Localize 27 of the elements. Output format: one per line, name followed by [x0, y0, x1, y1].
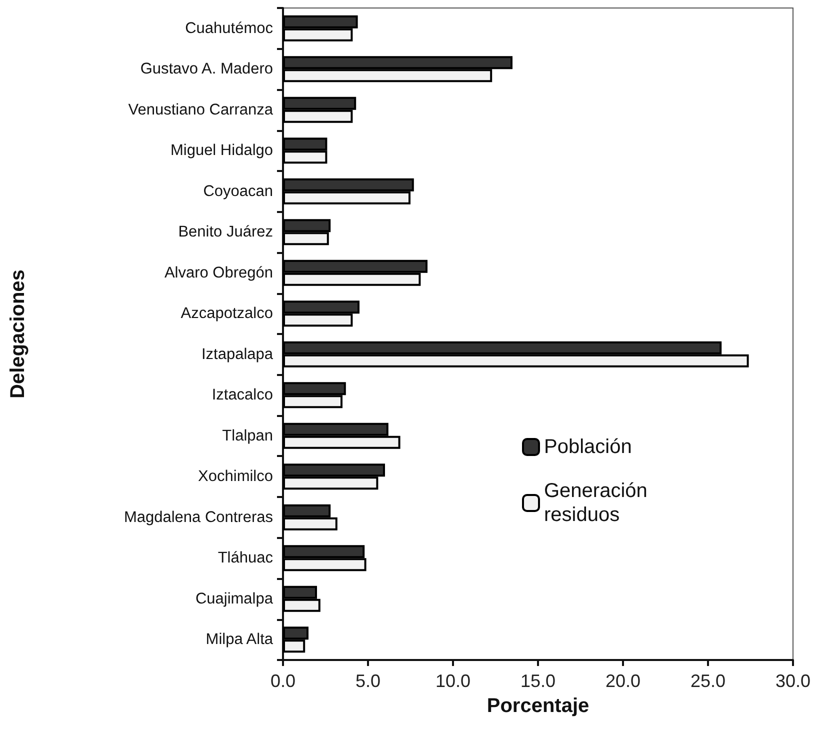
y-tick-label: Tláhuac: [218, 550, 274, 567]
y-tick-label: Magdalena Contreras: [124, 508, 274, 526]
x-tick-label: 20.0: [605, 671, 641, 691]
x-tick-label: 0.0: [270, 671, 296, 691]
x-tick-label: 15.0: [520, 671, 556, 691]
y-tick-label: Cuajimalpa: [195, 590, 274, 608]
x-tick-label: 5.0: [355, 671, 381, 691]
y-tick-label: Milpa Alta: [206, 631, 274, 648]
y-tick-label: Cuahutémoc: [185, 20, 274, 37]
y-axis-title: Delegaciones: [7, 270, 29, 398]
x-tick-label: 10.0: [435, 671, 471, 691]
legend-label: Población: [544, 436, 632, 458]
y-tick-label: Miguel Hidalgo: [170, 142, 273, 160]
y-tick-label: Iztapalapa: [201, 346, 274, 363]
y-tick-label: Tlalpan: [222, 427, 273, 444]
y-tick-label: Venustiano Carranza: [128, 101, 274, 118]
y-tick-label: Benito Juárez: [178, 224, 273, 241]
y-tick-label: Alvaro Obregón: [164, 264, 273, 282]
y-tick-label: Iztacalco: [212, 386, 273, 404]
legend-label: Generación residuos: [544, 480, 653, 526]
y-tick-label: Xochimilco: [198, 468, 273, 486]
x-tick-label: 25.0: [690, 671, 726, 691]
y-tick-label: Azcapotzalco: [180, 305, 273, 322]
y-tick-label: Gustavo A. Madero: [140, 60, 273, 78]
x-tick-label: 30.0: [775, 671, 811, 691]
y-tick-label: Coyoacan: [203, 182, 273, 200]
x-axis-title: Porcentaje: [486, 695, 590, 717]
